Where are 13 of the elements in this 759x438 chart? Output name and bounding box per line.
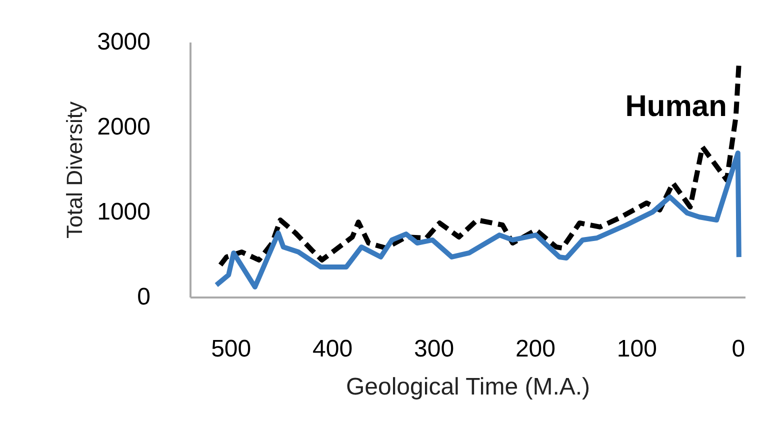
y-tick-label: 2000 — [97, 114, 150, 140]
x-tick-label: 300 — [414, 336, 454, 362]
x-tick-label: 400 — [312, 336, 353, 362]
y-axis-title: Total Diversity — [62, 102, 88, 238]
y-tick-label: 3000 — [97, 28, 150, 56]
x-tick-label: 0 — [732, 336, 746, 362]
series-label: Human — [625, 90, 727, 123]
x-tick-label: 200 — [515, 336, 556, 362]
y-tick-label: 1000 — [97, 198, 150, 226]
x-axis-title: Geological Time (M.A.) — [346, 374, 590, 400]
x-tick-label: 100 — [616, 336, 657, 362]
x-tick-label: 500 — [211, 336, 252, 362]
y-tick-label: 0 — [137, 284, 150, 310]
